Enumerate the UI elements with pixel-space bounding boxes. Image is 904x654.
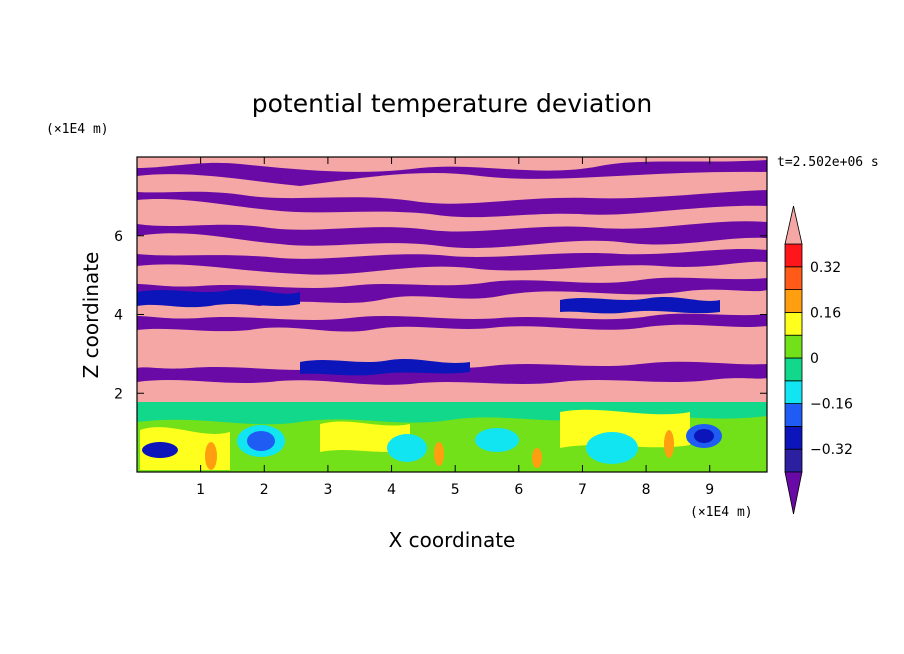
x-tick-label: 6 — [514, 482, 523, 498]
colorbar-tick-label: 0 — [810, 351, 819, 367]
colorbar-segment — [784, 266, 803, 290]
field-lower-patch — [664, 430, 674, 458]
x-tick-label: 2 — [260, 482, 269, 498]
field-plot — [137, 157, 767, 472]
x-tick-label: 7 — [578, 482, 587, 498]
field-lower-patch — [434, 442, 444, 466]
field-lower-patch — [205, 442, 217, 470]
colorbar-tick-label: 0.32 — [810, 260, 841, 276]
field-blue-patch — [137, 289, 300, 308]
x-tick-label: 4 — [387, 482, 396, 498]
field-lower-patch — [142, 442, 178, 458]
chart-title: potential temperature deviation — [252, 89, 652, 118]
colorbar-tick-label: −0.16 — [810, 397, 853, 413]
field-lower-patch — [247, 431, 275, 451]
field-lower-patch — [532, 448, 542, 468]
y-axis: 2 4 6 — [114, 229, 767, 402]
y-tick-label: 4 — [114, 308, 123, 324]
field-lower-patch — [586, 432, 638, 464]
x-axis: 1 2 3 4 5 6 7 8 9 — [196, 157, 714, 498]
colorbar-segment — [784, 403, 803, 427]
colorbar-segment — [784, 357, 803, 382]
field-layer-band — [137, 249, 767, 275]
colorbar-segment — [784, 243, 803, 268]
field-lower-patch — [694, 429, 714, 443]
colorbar-segment — [784, 289, 803, 313]
x-tick-label: 9 — [705, 482, 714, 498]
x-tick-label: 1 — [196, 482, 205, 498]
field-blue-patch — [300, 359, 470, 376]
colorbar-tick-label: 0.16 — [810, 305, 841, 321]
colorbar-over-arrow — [784, 205, 803, 245]
field-lower-patch — [137, 402, 767, 425]
colorbar-under-arrow — [784, 471, 803, 515]
y-unit-label: (×1E4 m) — [46, 122, 109, 137]
colorbar-segment — [784, 334, 803, 359]
time-label: t=2.502e+06 s — [777, 155, 879, 170]
colorbar: 0.32 0.16 0 −0.16 −0.32 — [784, 205, 853, 515]
colorbar-tick-label: −0.32 — [810, 442, 853, 458]
x-tick-label: 5 — [451, 482, 460, 498]
y-tick-label: 6 — [114, 229, 123, 245]
field-layer-band — [137, 190, 767, 218]
field-layer-band — [137, 313, 767, 332]
field-layer-band — [137, 160, 767, 186]
field-lower-patch — [387, 434, 427, 462]
colorbar-segment — [784, 448, 803, 473]
x-tick-label: 8 — [642, 482, 651, 498]
field-lower-patch — [475, 428, 519, 452]
x-tick-label: 3 — [323, 482, 332, 498]
y-tick-label: 2 — [114, 386, 123, 402]
colorbar-segment — [784, 380, 803, 404]
x-unit-label: (×1E4 m) — [690, 505, 753, 520]
field-layer-band — [137, 221, 767, 249]
x-axis-label: X coordinate — [389, 528, 516, 552]
field-lower-patch — [320, 421, 410, 452]
y-axis-label: Z coordinate — [79, 252, 103, 379]
colorbar-segment — [784, 425, 803, 450]
field-blue-patch — [560, 297, 720, 314]
colorbar-segment — [784, 311, 803, 336]
